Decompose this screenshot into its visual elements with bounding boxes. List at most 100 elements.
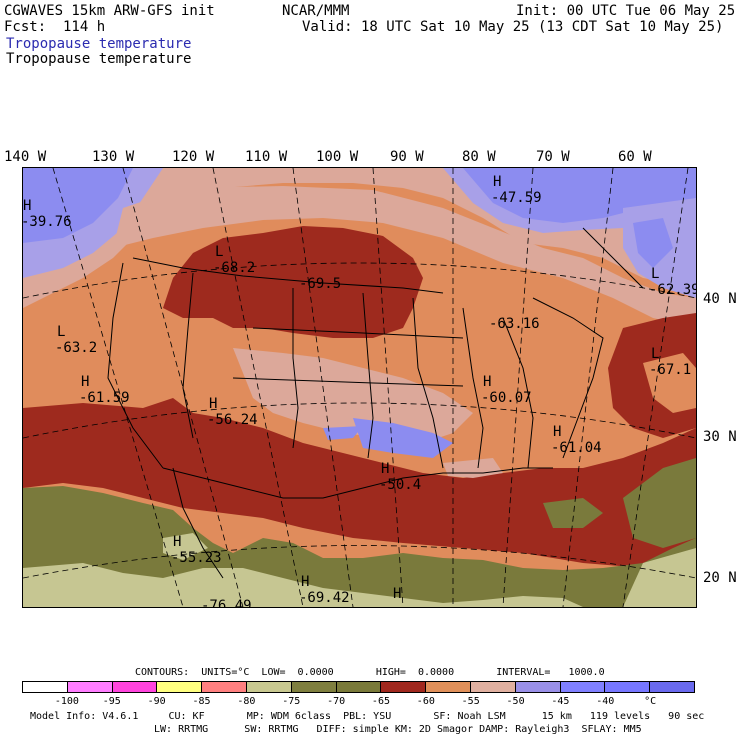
- extremum-value: -76.49: [201, 598, 252, 607]
- high-marker: H: [173, 534, 181, 550]
- extremum-value: -61.59: [79, 390, 130, 406]
- color-scale-tick-label: -85: [192, 696, 211, 707]
- model-title: CGWAVES 15km ARW-GFS init: [4, 3, 215, 19]
- shade-pink: [113, 186, 696, 328]
- extremum-value: -63.16: [489, 316, 540, 332]
- low-marker: L: [57, 324, 65, 340]
- color-scale-tick-label: -95: [102, 696, 121, 707]
- model-info-line2: LW: RRTMG SW: RRTMG DIFF: simple KM: 2D …: [154, 724, 642, 735]
- color-swatch: [157, 682, 203, 692]
- color-swatch: [515, 682, 561, 692]
- field-title-1: Tropopause temperature: [6, 36, 192, 52]
- shade-brick: [23, 398, 696, 568]
- color-swatch: [246, 682, 292, 692]
- shade-brick: [163, 226, 423, 338]
- extremum-value: -56.24: [207, 412, 258, 428]
- contours-info: CONTOURS: UNITS=°C LOW= 0.0000 HIGH= 0.0…: [135, 667, 605, 678]
- color-scale-tick-label: -45: [551, 696, 570, 707]
- color-swatch: [650, 682, 694, 692]
- political-boundaries: [107, 227, 644, 579]
- extremum-value: -62.39: [649, 282, 696, 298]
- lon-label: 100 W: [316, 149, 359, 165]
- color-scale-tick-label: -60: [416, 696, 435, 707]
- lon-label: 70 W: [536, 149, 570, 165]
- color-swatch: [470, 682, 516, 692]
- color-scale-tick-label: -65: [371, 696, 390, 707]
- lon-label: 80 W: [462, 149, 496, 165]
- extremum-value: -63.2: [55, 340, 97, 356]
- color-swatch: [605, 682, 651, 692]
- color-swatch: [67, 682, 113, 692]
- shade-khaki: [23, 563, 583, 607]
- color-scale-tick-label: -40: [596, 696, 615, 707]
- lon-label: 130 W: [92, 149, 135, 165]
- color-scale-tick-label: -50: [506, 696, 525, 707]
- extremum-value: -67.1: [649, 362, 691, 378]
- color-scale-tick-label: °C: [644, 696, 657, 707]
- extremum-value: -61.04: [551, 440, 602, 456]
- high-marker: H: [553, 424, 561, 440]
- extremum-value: -68.2: [213, 260, 255, 276]
- color-swatch: [291, 682, 337, 692]
- lat-label: 20 N: [703, 570, 737, 586]
- org-label: NCAR/MMM: [282, 3, 350, 19]
- color-swatch: [336, 682, 382, 692]
- color-swatch: [202, 682, 247, 692]
- color-swatch: [560, 682, 606, 692]
- extremum-value: -69.42: [299, 590, 350, 606]
- color-scale-tick-label: -80: [237, 696, 256, 707]
- color-swatch: [381, 682, 427, 692]
- extremum-value: -60.07: [481, 390, 532, 406]
- shade-purple: [23, 168, 133, 243]
- extrema-labels: H-47.59H-39.76L-68.2-69.5L-62.39-63.16L-…: [23, 174, 696, 607]
- map-canvas: H-47.59H-39.76L-68.2-69.5L-62.39-63.16L-…: [23, 168, 696, 607]
- shade-purple: [353, 418, 453, 458]
- high-marker: H: [393, 586, 401, 602]
- lon-label: 120 W: [172, 149, 215, 165]
- model-info-line1: Model Info: V4.6.1 CU: KF MP: WDM 6class…: [30, 711, 705, 722]
- shade-purple: [633, 218, 673, 268]
- extremum-value: -55.23: [171, 550, 222, 566]
- high-marker: H: [81, 374, 89, 390]
- low-marker: L: [651, 346, 659, 362]
- high-marker: H: [493, 174, 501, 190]
- extremum-value: -50.4: [379, 477, 421, 493]
- high-marker: H: [209, 396, 217, 412]
- high-marker: H: [301, 574, 309, 590]
- extremum-value: -69.5: [299, 276, 341, 292]
- shade-khaki: [623, 548, 696, 607]
- color-scale-bar: [22, 681, 695, 693]
- valid-time: Valid: 18 UTC Sat 10 May 25 (13 CDT Sat …: [302, 19, 724, 35]
- color-scale-tick-label: -100: [54, 696, 79, 707]
- color-swatch: [23, 682, 68, 692]
- lon-label: 140 W: [4, 149, 47, 165]
- low-marker: L: [215, 244, 223, 260]
- field-title-2: Tropopause temperature: [6, 51, 192, 67]
- high-marker: H: [483, 374, 491, 390]
- init-time: Init: 00 UTC Tue 06 May 25: [516, 3, 736, 19]
- low-marker: L: [651, 266, 659, 282]
- color-swatch: [112, 682, 158, 692]
- shade-purple: [323, 426, 363, 440]
- forecast-hour: Fcst: 114 h: [4, 19, 106, 35]
- color-scale-tick-label: -55: [461, 696, 480, 707]
- shade-pink: [233, 348, 473, 443]
- lon-label: 90 W: [390, 149, 424, 165]
- lon-label: 110 W: [245, 149, 288, 165]
- high-marker: H: [23, 198, 31, 214]
- color-swatch: [426, 682, 471, 692]
- shade-salmon: [643, 353, 696, 413]
- extremum-value: -39.76: [23, 214, 72, 230]
- shade-olive: [543, 498, 603, 528]
- extremum-value: -47.59: [491, 190, 542, 206]
- lat-label: 40 N: [703, 291, 737, 307]
- color-scale-tick-label: -90: [147, 696, 166, 707]
- map-panel: H -47.59 H -39.76 L -68.2 -69.5 L -62.39 -63.16 L -…: [22, 167, 697, 608]
- color-scale-tick-label: -70: [327, 696, 346, 707]
- lat-label: 30 N: [703, 429, 737, 445]
- lat-lon-grid: [23, 168, 696, 607]
- lon-label: 60 W: [618, 149, 652, 165]
- high-marker: H: [381, 461, 389, 477]
- color-scale-tick-label: -75: [282, 696, 301, 707]
- shade-olive: [623, 458, 696, 548]
